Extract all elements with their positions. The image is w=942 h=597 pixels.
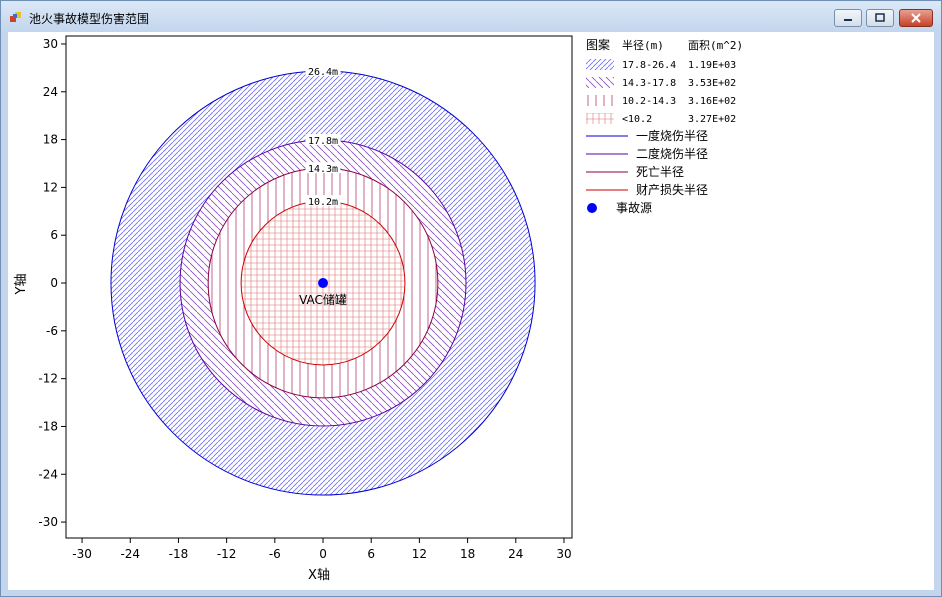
- y-tick-label: 30: [43, 37, 58, 51]
- maximize-icon: [875, 13, 885, 22]
- window-frame: [934, 32, 941, 590]
- y-tick-label: 12: [43, 180, 58, 194]
- window-frame: [1, 32, 8, 590]
- radius-label: 26.4m: [308, 67, 338, 78]
- y-axis-label: Y轴: [14, 274, 29, 296]
- y-tick-label: 6: [50, 228, 58, 242]
- legend-range-3: <10.2: [622, 114, 652, 125]
- radius-label-bg: [305, 64, 341, 76]
- legend-line-label-0: 一度烧伤半径: [636, 128, 708, 143]
- client-area: 26.4m 17.8m 14.3m 10.2m VAC储罐 -30 -24 -18 -12 -6…: [8, 32, 934, 590]
- minimize-icon: [844, 19, 852, 21]
- legend-swatch-2: [586, 95, 614, 106]
- legend-header-radius: 半径(m): [622, 38, 664, 52]
- x-tick-label: 24: [508, 547, 523, 561]
- x-tick-label: -12: [217, 547, 237, 561]
- plot-layer: 26.4m 17.8m 14.3m 10.2m VAC储罐: [110, 64, 536, 496]
- y-tick-label: -6: [46, 324, 58, 338]
- window-title: 池火事故模型伤害范围: [29, 12, 150, 26]
- maximize-button[interactable]: [866, 9, 894, 27]
- legend-swatch-1: [586, 77, 614, 88]
- y-tick-label: -12: [38, 372, 58, 386]
- source-label: VAC储罐: [299, 292, 347, 307]
- window-frame: [1, 590, 941, 596]
- legend-area-3: 3.27E+02: [688, 114, 736, 125]
- legend-line-label-1: 二度烧伤半径: [636, 146, 708, 161]
- x-tick-label: -30: [72, 547, 92, 561]
- close-button[interactable]: [899, 9, 933, 27]
- x-tick-label: -18: [169, 547, 189, 561]
- radius-label-bg: [305, 195, 341, 207]
- legend-source-label: 事故源: [616, 200, 652, 215]
- y-tick-label: 24: [43, 85, 58, 99]
- radius-label: 17.8m: [308, 136, 338, 147]
- y-tick-label: -24: [38, 467, 58, 481]
- legend-line-label-3: 财产损失半径: [636, 182, 708, 197]
- radius-label-bg: [305, 162, 341, 174]
- app-icon: [10, 12, 21, 22]
- y-tick-label: 0: [50, 276, 58, 290]
- legend-area-1: 3.53E+02: [688, 78, 736, 89]
- source-point: [318, 278, 329, 289]
- legend-range-1: 14.3-17.8: [622, 78, 676, 89]
- x-tick-label: 30: [556, 547, 571, 561]
- x-axis-label: X轴: [308, 568, 330, 583]
- legend-header-pattern: 图案: [586, 37, 610, 52]
- legend-range-2: 10.2-14.3: [622, 96, 676, 107]
- radius-label: 14.3m: [308, 164, 338, 175]
- minimize-button[interactable]: [834, 9, 862, 27]
- close-icon: [911, 13, 921, 23]
- legend-line-label-2: 死亡半径: [636, 165, 684, 179]
- legend: 图案 半径(m) 面积(m^2) 17.8-26.4 1.19E+03 14.3-17.8…: [586, 37, 743, 215]
- y-tick-label: -30: [38, 515, 58, 529]
- x-tick-label: 18: [460, 547, 475, 561]
- radius-label-bg: [305, 134, 341, 146]
- legend-area-2: 3.16E+02: [688, 96, 736, 107]
- legend-range-0: 17.8-26.4: [622, 60, 676, 71]
- legend-swatch-0: [586, 59, 614, 70]
- y-tick-label: 18: [43, 133, 58, 147]
- radius-label: 10.2m: [308, 197, 338, 208]
- chart-area: 26.4m 17.8m 14.3m 10.2m VAC储罐 -30 -24 -18 -12 -6…: [14, 35, 743, 583]
- legend-header-area: 面积(m^2): [688, 39, 743, 52]
- legend-source-marker: [587, 203, 597, 213]
- x-tick-label: 12: [412, 547, 427, 561]
- x-tick-label: -24: [120, 547, 140, 561]
- x-tick-label: 0: [319, 547, 327, 561]
- x-tick-label: -6: [269, 547, 281, 561]
- y-tick-label: -18: [38, 419, 58, 433]
- x-tick-label: 6: [367, 547, 375, 561]
- title-bar[interactable]: 池火事故模型伤害范围: [1, 1, 941, 33]
- legend-area-0: 1.19E+03: [688, 60, 736, 71]
- axes-layer: -30 -24 -18 -12 -6 0 6 12 18 24 30 30 24 18 12 6 0 -6 -12 -…: [38, 37, 571, 561]
- legend-swatch-3: [586, 113, 614, 124]
